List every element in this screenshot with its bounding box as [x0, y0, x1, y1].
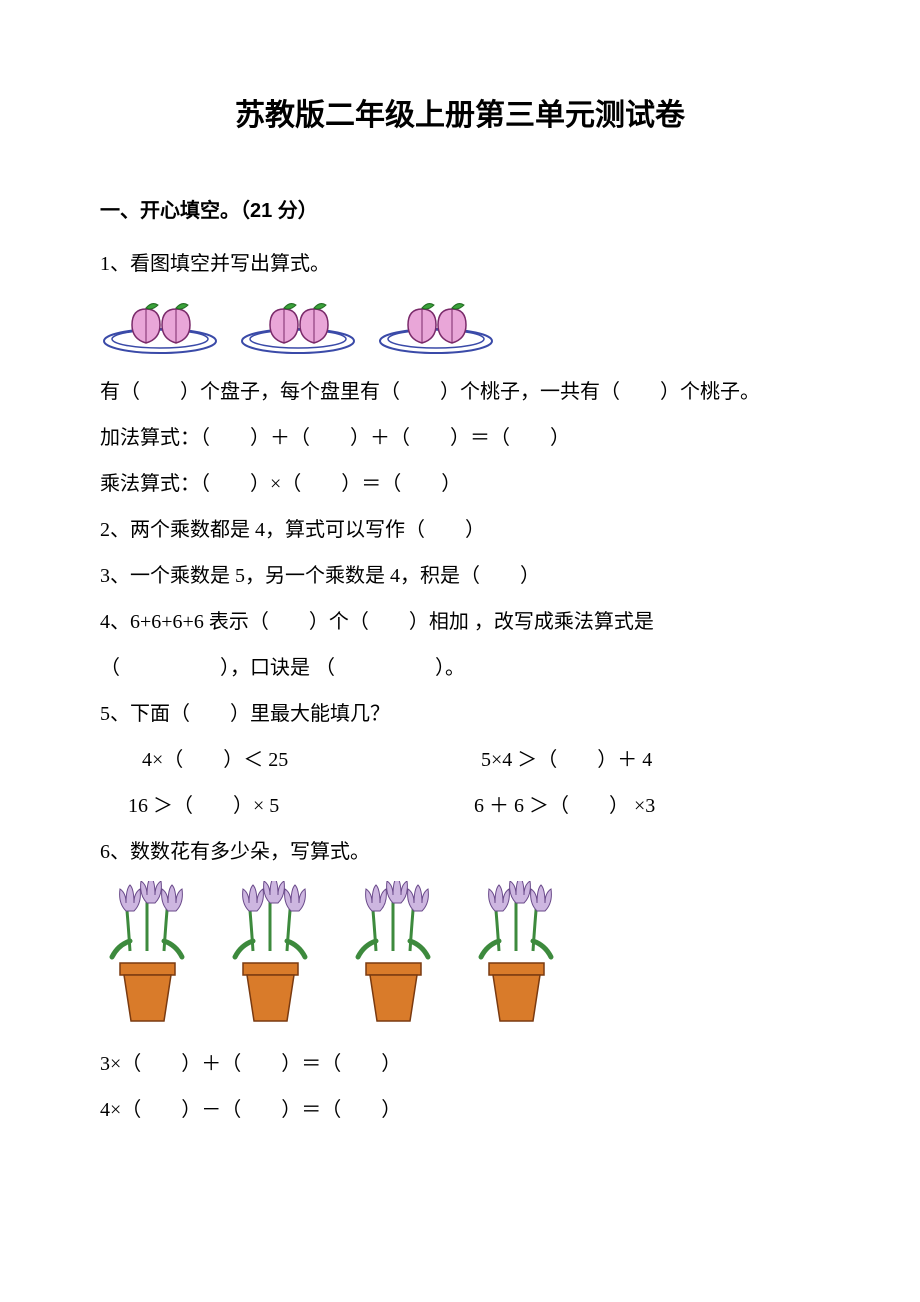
q4-b: （ ），口诀是 （ ）。: [100, 645, 820, 691]
q6-lead: 6、数数花有多少朵，写算式。: [100, 829, 820, 875]
q3: 3、一个乘数是 5，另一个乘数是 4，积是（ ）: [100, 553, 820, 599]
q6-image-row: [100, 881, 820, 1031]
peach-plate-icon: [238, 293, 358, 355]
flower-pot-icon: [100, 881, 195, 1031]
q6-line-a: 3×（ ）＋（ ）＝（ ）: [100, 1041, 820, 1087]
q1-line-a: 有（ ）个盘子，每个盘里有（ ）个桃子，一共有（ ）个桃子。: [100, 369, 820, 415]
page: 苏教版二年级上册第三单元测试卷 一、开心填空。（21 分） 1、看图填空并写出算…: [0, 0, 920, 1193]
q5-r2c2: 6 ＋ 6 ＞（ ） ×3: [474, 783, 820, 829]
q5-r1c2: 5×4 ＞（ ）＋ 4: [481, 737, 820, 783]
q5-r2c1: 16 ＞（ ）× 5: [100, 783, 474, 829]
peach-plate-icon: [100, 293, 220, 355]
q1-lead: 1、看图填空并写出算式。: [100, 241, 820, 287]
page-title: 苏教版二年级上册第三单元测试卷: [100, 90, 820, 134]
q1-line-b: 加法算式：（ ）＋（ ）＋（ ）＝（ ）: [100, 415, 820, 461]
peach-plate-icon: [376, 293, 496, 355]
q5-row-2: 16 ＞（ ）× 5 6 ＋ 6 ＞（ ） ×3: [100, 783, 820, 829]
flower-pot-icon: [223, 881, 318, 1031]
flower-pot-icon: [469, 881, 564, 1031]
section-1-heading: 一、开心填空。（21 分）: [100, 194, 820, 223]
flower-pot-icon: [346, 881, 441, 1031]
q4-a: 4、6+6+6+6 表示（ ）个（ ）相加 ，改写成乘法算式是: [100, 599, 820, 645]
q1-line-c: 乘法算式：（ ）×（ ）＝（ ）: [100, 461, 820, 507]
q2: 2、两个乘数都是 4，算式可以写作（ ）: [100, 507, 820, 553]
q5-lead: 5、下面（ ）里最大能填几？: [100, 691, 820, 737]
q5-row-1: 4×（ ）＜ 25 5×4 ＞（ ）＋ 4: [100, 737, 820, 783]
q6-line-b: 4×（ ）－（ ）＝（ ）: [100, 1087, 820, 1133]
q5-r1c1: 4×（ ）＜ 25: [100, 737, 481, 783]
q1-image-row: [100, 293, 820, 355]
